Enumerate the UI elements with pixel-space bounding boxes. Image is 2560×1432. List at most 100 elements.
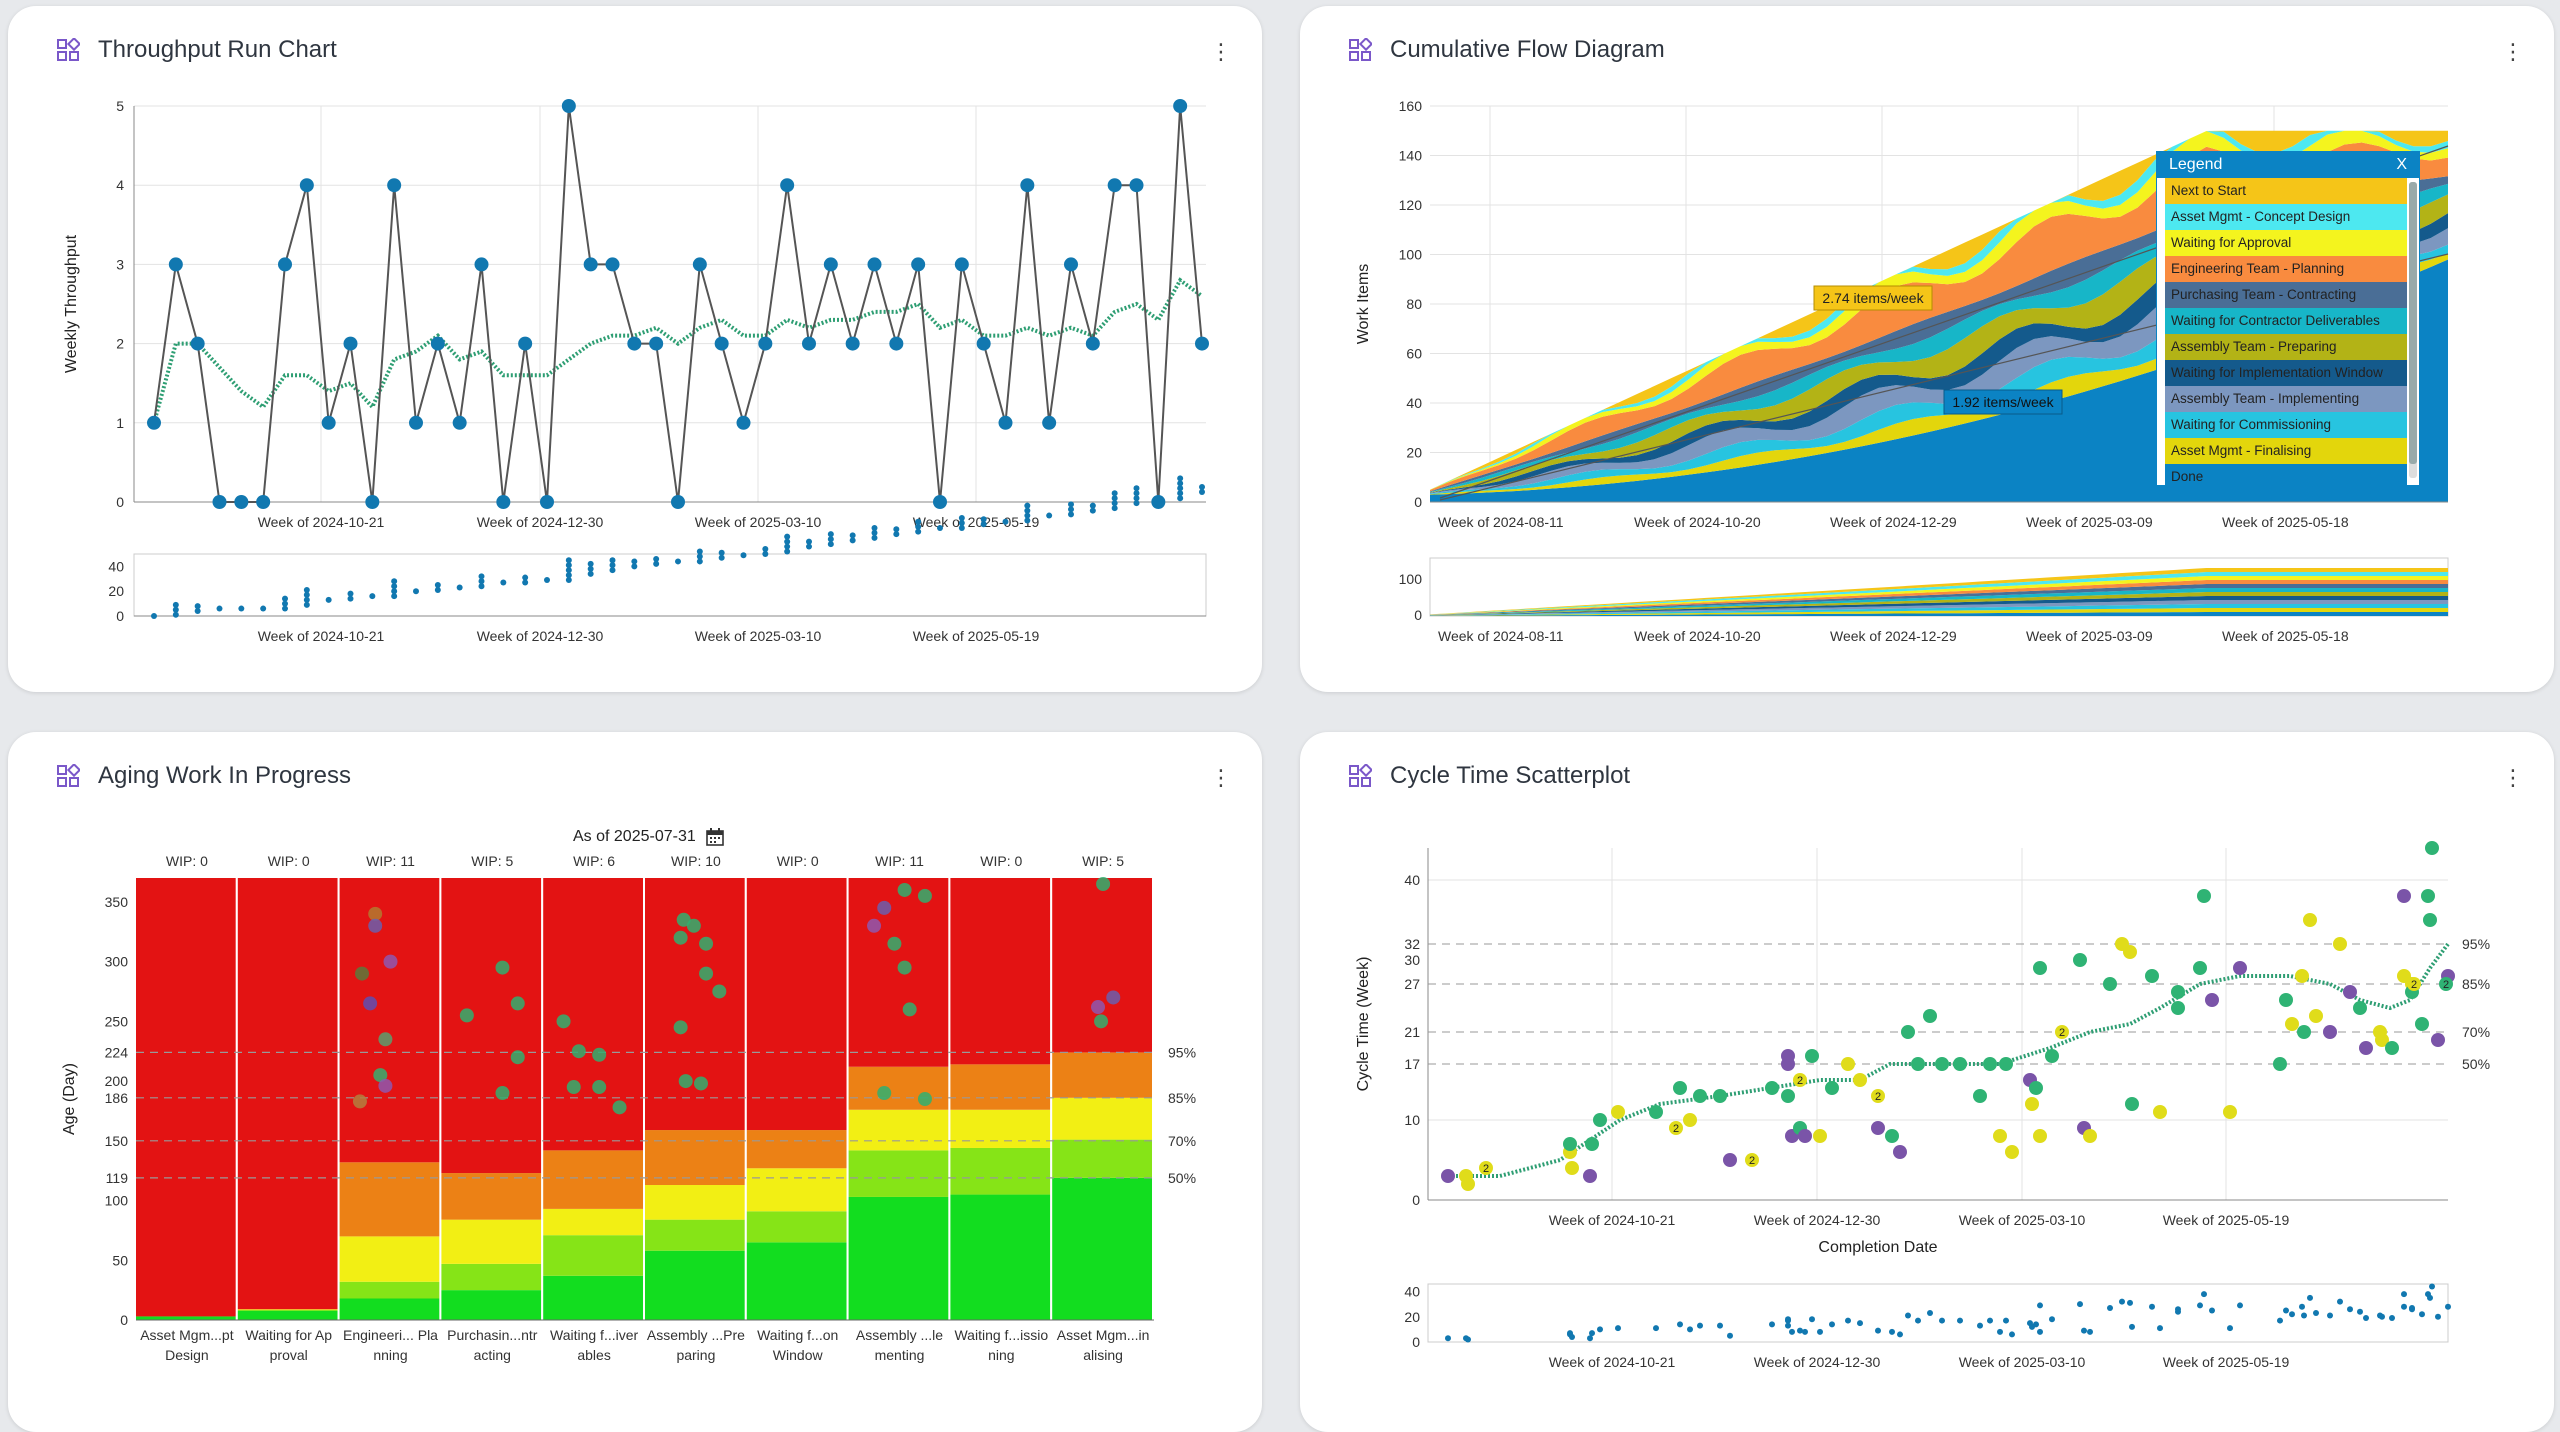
data-point	[147, 415, 161, 430]
age-band	[339, 1298, 440, 1320]
cycle-time-point	[2153, 1105, 2167, 1119]
more-vert-icon[interactable]: ⋮	[2502, 39, 2524, 64]
overview-point	[1133, 495, 1140, 502]
age-band	[441, 1173, 542, 1220]
y-axis-label: Work Items	[1355, 264, 1372, 345]
overview-point	[1177, 495, 1184, 502]
legend-item[interactable]: Asset Mgmt - Concept Design	[2165, 204, 2407, 230]
overview-point	[2429, 1283, 2435, 1290]
overview-point	[2237, 1302, 2243, 1309]
legend-item[interactable]: Engineering Team - Planning	[2165, 256, 2407, 282]
overview-point	[1789, 1328, 1795, 1335]
wip-item-dot	[378, 1032, 393, 1047]
legend-item[interactable]: Assembly Team - Implementing	[2165, 386, 2407, 412]
y-tick-label: 224	[105, 1044, 129, 1060]
wip-item-dot	[1094, 1014, 1109, 1029]
cycle-time-point	[1683, 1113, 1697, 1127]
legend-item[interactable]: Waiting for Commissioning	[2165, 412, 2407, 438]
overview-point	[958, 520, 965, 526]
overview-point	[2301, 1312, 2307, 1319]
cycle-time-point	[2233, 961, 2247, 975]
overview-point	[565, 562, 572, 569]
overview-point	[1905, 1312, 1911, 1319]
dashboard-widget-icon	[57, 764, 80, 787]
overview-point	[696, 558, 703, 565]
legend-item[interactable]: Next to Start	[2165, 178, 2407, 204]
card-title: Throughput Run Chart	[98, 36, 337, 63]
legend-item[interactable]: Waiting for Approval	[2165, 230, 2407, 256]
more-vert-icon[interactable]: ⋮	[1210, 765, 1232, 790]
x-tick-label: Week of 2024-08-11	[1438, 628, 1564, 644]
age-band	[441, 1290, 542, 1320]
overview-point	[2347, 1306, 2353, 1313]
x-tick-label: Week of 2024-12-30	[1754, 1212, 1881, 1228]
cycle-time-point	[1911, 1057, 1925, 1071]
overview-point	[1785, 1316, 1791, 1323]
cycle-time-point	[2333, 937, 2347, 951]
y-tick-label: 119	[106, 1170, 129, 1186]
overview-point	[980, 516, 987, 523]
y-tick-label: 80	[1406, 296, 1422, 312]
calendar-icon[interactable]	[705, 828, 724, 846]
cycle-time-point	[1853, 1073, 1867, 1087]
wip-item-dot	[510, 996, 525, 1011]
overview-point	[1024, 502, 1031, 509]
overview-point	[2427, 1294, 2433, 1301]
cycle-time-point	[2285, 1017, 2299, 1031]
data-point	[649, 336, 664, 351]
legend-item[interactable]: Asset Mgmt - Finalising	[2165, 438, 2407, 464]
overview-point	[347, 590, 354, 597]
cycle-time-point	[2197, 889, 2211, 903]
cycle-time-point	[2297, 1025, 2311, 1039]
as-of-date[interactable]: As of 2025-07-31	[573, 828, 724, 846]
overview-point	[915, 523, 922, 530]
cluster-count: 2	[1673, 1123, 1679, 1135]
overview-point	[1155, 495, 1162, 502]
overview-point	[2401, 1291, 2407, 1298]
data-point	[954, 257, 969, 272]
percentile-label: 50%	[1168, 1170, 1196, 1186]
overview-point	[1089, 502, 1096, 509]
cycle-time-point	[2005, 1145, 2019, 1159]
legend-item[interactable]: Done	[2165, 464, 2407, 485]
y-tick-label: 150	[105, 1133, 129, 1149]
x-tick-label: Week of 2025-05-19	[913, 514, 1040, 530]
more-vert-icon[interactable]: ⋮	[2502, 765, 2524, 790]
rate-badge-bg	[1943, 389, 2063, 415]
cycle-time-point	[1563, 1137, 1577, 1151]
cycle-time-point	[1993, 1129, 2007, 1143]
aging-card: Aging Work In Progress ⋮ As of 2025-07-3…	[8, 732, 1262, 1432]
wip-count: WIP: 0	[980, 853, 1022, 869]
legend-item[interactable]: Waiting for Contractor Deliverables	[2165, 308, 2407, 334]
cycle-time-point	[1673, 1081, 1687, 1095]
x-tick-label: Week of 2025-05-19	[2163, 1212, 2290, 1228]
legend-scrollbar[interactable]	[2409, 182, 2417, 478]
cluster-badge: 2	[2055, 1025, 2069, 1039]
cycle-time-point	[2323, 1025, 2337, 1039]
overview-point	[1889, 1328, 1895, 1335]
legend-item[interactable]: Purchasing Team - Contracting	[2165, 282, 2407, 308]
overview-point	[1677, 1321, 1683, 1328]
age-band	[1052, 1052, 1152, 1098]
wip-item-dot	[712, 984, 727, 999]
age-band	[543, 1235, 643, 1276]
legend-item[interactable]: Waiting for Implementation Window	[2165, 360, 2407, 386]
overview-point	[1987, 1317, 1993, 1324]
overview-point	[849, 532, 856, 539]
overview-point	[1829, 1321, 1835, 1328]
legend-item[interactable]: Assembly Team - Preparing	[2165, 334, 2407, 360]
wip-item-dot	[867, 918, 882, 933]
cluster-count: 2	[1875, 1091, 1881, 1103]
overview-point	[1177, 480, 1184, 487]
cycle-time-point	[1565, 1161, 1579, 1175]
cycle-time-point	[2295, 969, 2309, 983]
moving-average-line	[152, 277, 1204, 424]
legend-close-button[interactable]: X	[2396, 156, 2407, 173]
more-vert-icon[interactable]: ⋮	[1210, 39, 1232, 64]
y-tick-label: 350	[105, 894, 129, 910]
overview-point	[565, 567, 572, 574]
overview-point	[871, 529, 878, 536]
overview-point	[958, 524, 965, 531]
overview-point	[1697, 1322, 1703, 1329]
overview-point	[194, 608, 201, 615]
